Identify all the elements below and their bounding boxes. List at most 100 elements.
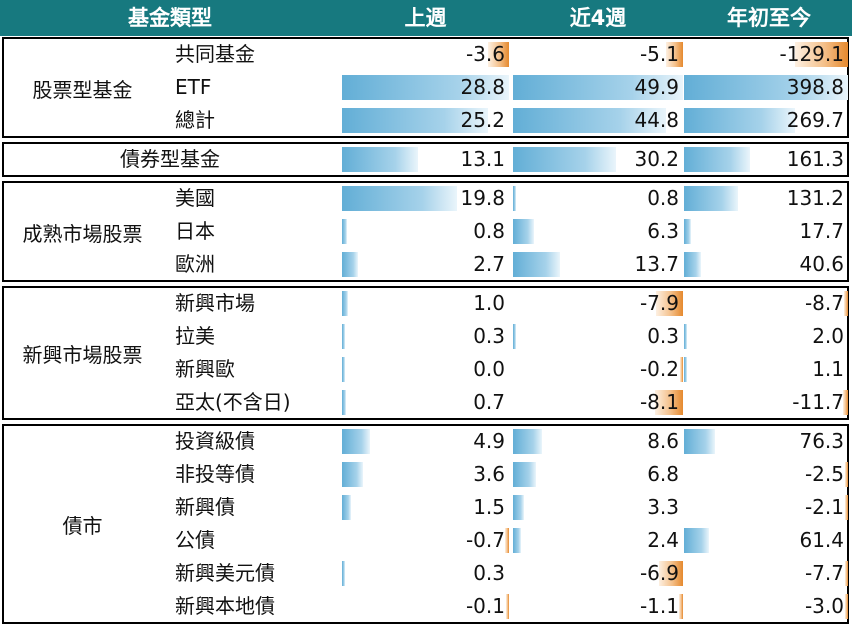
row-label: 投資級債	[175, 429, 255, 453]
value-bar	[794, 42, 848, 67]
row-label: 美國	[175, 186, 215, 210]
value-bar	[845, 462, 848, 487]
value-bar	[684, 528, 710, 553]
row-label: 拉美	[175, 324, 215, 348]
value-bar	[342, 291, 348, 316]
value-bar	[513, 219, 535, 244]
value-label: 0.0	[473, 357, 505, 381]
value-label: 19.8	[460, 186, 505, 210]
value-label: 13.7	[634, 252, 679, 276]
value-bar	[342, 75, 509, 100]
value-bar	[684, 147, 751, 172]
row-label: ETF	[175, 75, 212, 99]
value-label: 161.3	[786, 147, 844, 171]
value-bar	[342, 108, 489, 133]
group-label: 成熟市場股票	[22, 221, 143, 246]
value-label: 76.3	[799, 429, 844, 453]
value-label: 3.6	[473, 462, 505, 486]
group-label: 債市	[62, 514, 103, 538]
value-label: 1.5	[473, 495, 505, 519]
value-bar	[513, 186, 516, 211]
table-header: 基金類型 上週 近4週 年初至今	[0, 0, 852, 36]
value-bar	[684, 186, 738, 211]
row-label: 亞太(不含日)	[175, 390, 291, 414]
value-bar	[342, 357, 345, 382]
value-bar	[513, 462, 537, 487]
value-bar	[845, 495, 848, 520]
value-label: 0.8	[473, 219, 505, 243]
value-label: -5.1	[639, 42, 679, 66]
value-label: -0.2	[639, 357, 679, 381]
value-bar	[342, 561, 345, 586]
value-bar	[342, 324, 345, 349]
value-bar	[684, 252, 701, 277]
value-bar	[513, 75, 683, 100]
value-bar	[513, 324, 516, 349]
value-bar	[845, 594, 848, 619]
header-4-weeks: 近4週	[569, 6, 627, 30]
row-label: 共同基金	[175, 42, 255, 66]
value-bar	[844, 561, 848, 586]
value-bar	[684, 108, 795, 133]
value-bar	[513, 108, 666, 133]
value-bar	[513, 429, 543, 454]
row-label: 新興本地債	[175, 594, 275, 618]
value-bar	[684, 429, 716, 454]
value-label: -11.7	[792, 390, 844, 414]
value-bar	[342, 495, 351, 520]
row-label: 債券型基金	[120, 147, 220, 171]
group-box	[2, 424, 849, 624]
value-label: 6.3	[647, 219, 679, 243]
group-label: 股票型基金	[32, 77, 133, 102]
value-label: -2.1	[804, 495, 844, 519]
group-box	[2, 286, 849, 420]
value-label: 4.9	[473, 429, 505, 453]
header-last-week: 上週	[404, 6, 447, 30]
value-label: -7.7	[804, 561, 844, 585]
row-label: 新興市場	[175, 291, 255, 315]
value-label: -6.9	[639, 561, 679, 585]
value-label: 30.2	[634, 147, 679, 171]
value-bar	[656, 291, 683, 316]
value-bar	[504, 528, 509, 553]
value-label: -129.1	[779, 42, 844, 66]
value-bar	[342, 186, 457, 211]
value-label: 0.3	[473, 324, 505, 348]
value-label: 28.8	[460, 75, 505, 99]
value-bar	[488, 42, 509, 67]
row-label: 歐洲	[175, 252, 215, 276]
value-label: -3.6	[465, 42, 505, 66]
value-label: 2.7	[473, 252, 505, 276]
value-bar	[513, 252, 560, 277]
value-label: 17.7	[799, 219, 844, 243]
value-label: -2.5	[804, 462, 844, 486]
value-bar	[843, 390, 848, 415]
row-label: 非投等債	[175, 462, 255, 486]
value-bar	[680, 357, 683, 382]
value-label: 0.3	[647, 324, 679, 348]
row-label: 日本	[175, 219, 215, 243]
value-label: 2.0	[812, 324, 844, 348]
value-label: 3.3	[647, 495, 679, 519]
value-bar	[679, 594, 683, 619]
value-label: 49.9	[634, 75, 679, 99]
value-bar	[513, 528, 522, 553]
header-ytd: 年初至今	[727, 6, 811, 30]
value-label: -0.7	[465, 528, 505, 552]
value-bar	[342, 252, 358, 277]
value-bar	[684, 324, 687, 349]
value-bar	[342, 390, 347, 415]
value-label: 6.8	[647, 462, 679, 486]
header-fund-type: 基金類型	[128, 6, 212, 30]
value-bar	[342, 462, 363, 487]
value-label: 44.8	[634, 108, 679, 132]
value-label: -3.0	[804, 594, 844, 618]
value-bar	[342, 147, 418, 172]
value-label: 0.7	[473, 390, 505, 414]
value-label: 1.0	[473, 291, 505, 315]
value-label: -7.9	[639, 291, 679, 315]
row-label: 新興債	[175, 495, 235, 519]
value-bar	[659, 561, 683, 586]
value-label: 13.1	[460, 147, 505, 171]
